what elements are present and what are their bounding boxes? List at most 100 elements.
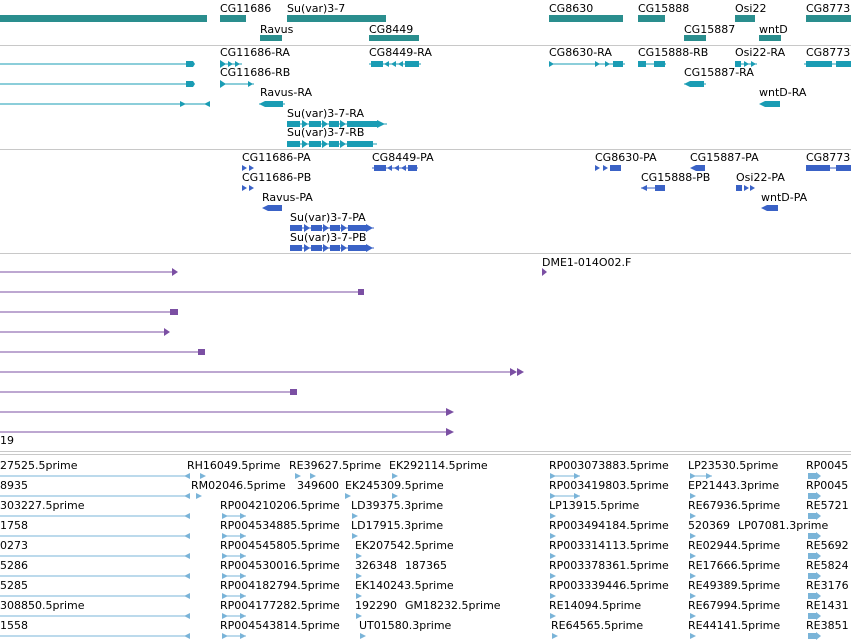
est-label: 5286	[0, 559, 28, 572]
gene-label: CG15888	[638, 2, 690, 15]
track-separator	[0, 451, 851, 452]
transcript-feature-cg11686-ra[interactable]	[220, 60, 242, 68]
est-label: GM18232.5prime	[405, 599, 501, 612]
gene-feature-wntd[interactable]	[759, 35, 781, 42]
protein-feature-osi22-pa[interactable]	[736, 184, 756, 192]
gene-feature-cg8630[interactable]	[549, 15, 623, 23]
alignment-feature[interactable]	[0, 348, 208, 356]
protein-feature-cg8630-pa[interactable]	[595, 164, 623, 172]
protein-label: CG15887-PA	[690, 151, 759, 164]
gene-feature-osi22[interactable]	[735, 15, 755, 23]
est-feature[interactable]	[0, 532, 851, 540]
est-label: RE02944.5prime	[688, 539, 781, 552]
protein-feature-cg15887-pa[interactable]	[690, 164, 706, 172]
gene-feature-su-var-3-7[interactable]	[287, 15, 386, 23]
est-feature[interactable]	[0, 472, 851, 480]
est-track[interactable]: 27525.5prime RH16049.5prime RE39627.5pri…	[0, 456, 851, 641]
protein-feature-ravus-pa[interactable]	[262, 204, 284, 212]
transcript-label: Osi22-RA	[735, 46, 786, 59]
transcript-feature[interactable]	[0, 60, 195, 68]
protein-feature-wntd-pa[interactable]	[761, 204, 779, 212]
protein-label: CG11686-PB	[242, 171, 312, 184]
est-label: RE49389.5prime	[688, 579, 781, 592]
track-separator	[0, 454, 851, 455]
est-feature[interactable]	[0, 552, 851, 560]
est-feature[interactable]	[0, 512, 851, 520]
transcript-track[interactable]: CG11686-RA CG8449-RA CG8630-RA CG15888-R…	[0, 46, 851, 149]
gene-feature-cg8773[interactable]	[806, 15, 851, 23]
est-label: RE5721	[806, 499, 849, 512]
est-label: RP004210206.5prime	[220, 499, 340, 512]
est-label: RP004545805.5prime	[220, 539, 340, 552]
alignment-feature[interactable]	[0, 268, 180, 276]
gene-feature-cg11686[interactable]	[220, 15, 246, 23]
est-label: 5285	[0, 579, 28, 592]
transcript-feature-cg15888-rb[interactable]	[638, 60, 666, 68]
transcript-feature-cg8773[interactable]	[804, 60, 851, 68]
transcript-feature-cg8449-ra[interactable]	[369, 60, 421, 68]
est-label: EK207542.5prime	[355, 539, 454, 552]
alignment-feature[interactable]	[0, 408, 456, 416]
protein-feature-cg8773[interactable]	[806, 164, 851, 172]
protein-label: Ravus-PA	[262, 191, 313, 204]
est-feature[interactable]	[0, 632, 851, 640]
est-feature[interactable]	[0, 572, 851, 580]
gene-feature-cg15887[interactable]	[684, 35, 706, 42]
est-label: RP004534885.5prime	[220, 519, 340, 532]
transcript-feature-ravus-ra[interactable]	[259, 100, 285, 108]
est-label: 520369	[688, 519, 730, 532]
transcript-label: CG11686-RA	[220, 46, 290, 59]
alignment-feature[interactable]	[0, 428, 456, 436]
alignment-feature[interactable]	[0, 308, 180, 316]
transcript-feature-wntd-ra[interactable]	[759, 100, 781, 108]
est-label: RE67994.5prime	[688, 599, 781, 612]
est-label: LD39375.3prime	[351, 499, 444, 512]
transcript-feature-cg11686-rb[interactable]	[220, 80, 254, 88]
gene-feature-cg15888[interactable]	[638, 15, 665, 23]
est-label: EK245309.5prime	[345, 479, 444, 492]
alignment-feature[interactable]	[0, 288, 368, 296]
gene-label: Ravus	[260, 23, 294, 36]
alignment-track[interactable]: DME1-014O02.F 19	[0, 254, 851, 451]
gene-track[interactable]: CG11686 Su(var)3-7 CG8630 CG15888 Osi22 …	[0, 0, 851, 45]
track-separator	[0, 149, 851, 150]
alignment-feature[interactable]	[0, 368, 526, 376]
est-label: RH16049.5prime	[187, 459, 281, 472]
est-label: 349600	[297, 479, 339, 492]
protein-feature-cg11686-pb[interactable]	[242, 184, 256, 192]
gene-label: CG8630	[549, 2, 594, 15]
transcript-feature[interactable]	[0, 80, 195, 88]
alignment-feature-dme1-014o02-f[interactable]	[542, 268, 548, 276]
est-label: RP0045	[806, 459, 849, 472]
gene-label: CG15887	[684, 23, 736, 36]
transcript-feature-cg15887-ra[interactable]	[684, 80, 706, 88]
protein-feature-cg15888-pb[interactable]	[641, 184, 665, 192]
est-feature[interactable]	[0, 612, 851, 620]
transcript-feature-su-var-3-7-ra[interactable]	[287, 120, 387, 128]
gene-feature-ravus[interactable]	[260, 35, 282, 42]
est-feature[interactable]	[0, 592, 851, 600]
est-feature[interactable]	[0, 492, 851, 500]
protein-feature-su-var-3-7-pb[interactable]	[290, 244, 374, 252]
transcript-feature-cg8630-ra[interactable]	[549, 60, 625, 68]
est-label: EK292114.5prime	[389, 459, 488, 472]
protein-feature-su-var-3-7-pa[interactable]	[290, 224, 374, 232]
transcript-label: CG8449-RA	[369, 46, 432, 59]
alignment-label: DME1-014O02.F	[542, 256, 632, 269]
est-label: RE1431	[806, 599, 849, 612]
protein-feature-cg8449-pa[interactable]	[372, 164, 418, 172]
est-label: RE5692	[806, 539, 849, 552]
protein-label: Su(var)3-7-PB	[290, 231, 367, 244]
gene-feature-left[interactable]	[0, 15, 207, 23]
alignment-feature[interactable]	[0, 328, 172, 336]
transcript-feature[interactable]	[0, 100, 212, 108]
est-label: UT01580.3prime	[359, 619, 452, 632]
protein-label: wntD-PA	[761, 191, 808, 204]
alignment-feature[interactable]	[0, 388, 300, 396]
transcript-feature-osi22-ra[interactable]	[735, 60, 757, 68]
gene-feature-cg8449[interactable]	[369, 35, 419, 42]
protein-feature-cg11686-pa[interactable]	[242, 164, 256, 172]
transcript-feature-su-var-3-7-rb[interactable]	[287, 140, 377, 148]
protein-track[interactable]: CG11686-PA CG8449-PA CG8630-PA CG15887-P…	[0, 150, 851, 253]
